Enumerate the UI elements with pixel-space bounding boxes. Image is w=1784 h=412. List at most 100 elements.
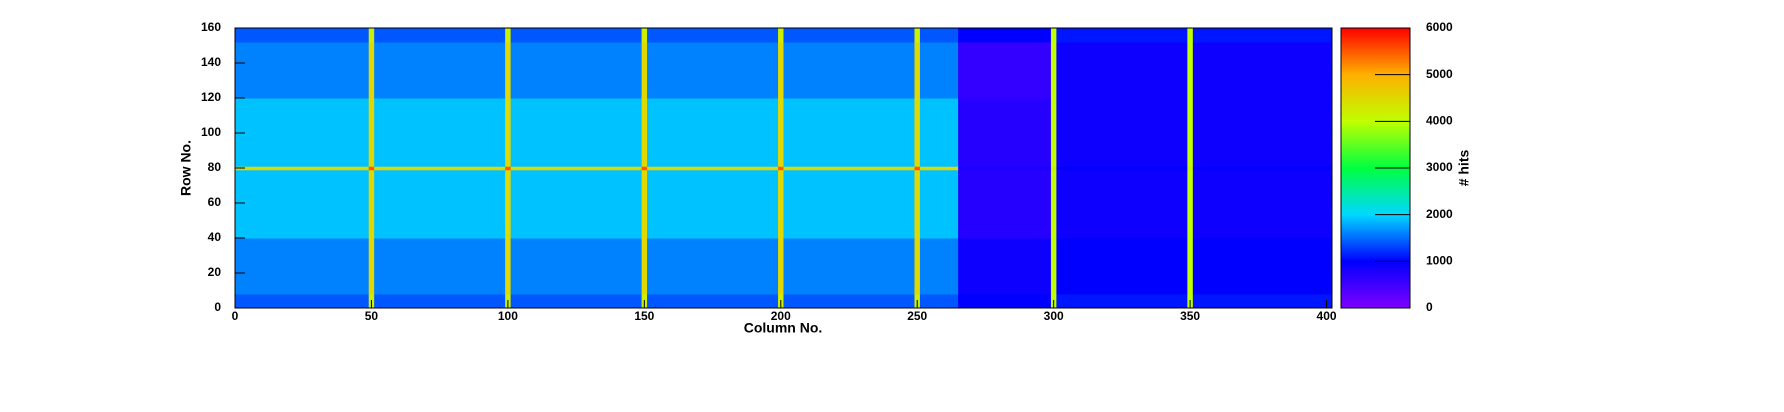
heatmap-cell [374,294,506,309]
y-tick-label: 100 [201,125,221,139]
y-tick-label: 40 [208,230,222,244]
heatmap-cell [368,238,375,295]
heatmap-cell [958,238,1052,295]
x-tick-label: 0 [232,309,239,323]
heatmap-cell [783,166,915,171]
x-tick-label: 250 [907,309,927,323]
heatmap-cell [1187,42,1194,99]
heatmap-cell [919,238,959,295]
heatmap-cell [1192,294,1333,309]
heatmap-cell [783,42,915,99]
heatmap-cell [1056,169,1188,239]
heatmap-cell [783,169,915,239]
colorbar-title: # hits [1456,150,1472,187]
heatmap-cell [778,169,784,239]
heatmap-cell [235,42,370,99]
heatmap-cell [510,238,643,295]
heatmap-cell [510,42,643,99]
colorbar-tick-label: 3000 [1426,160,1453,174]
heatmap-cell [958,98,1052,167]
heatmap-cell [1187,169,1194,239]
colorbar-tick-label: 1000 [1426,254,1453,268]
heatmap-cell [510,28,643,43]
heatmap-cell [510,166,643,171]
heatmap-cell [505,42,512,99]
heatmap-cell [374,42,506,99]
heatmap-cell [235,294,370,309]
heatmap-cell [783,98,915,167]
heatmap-cell [958,42,1052,99]
x-axis-title: Column No. [744,320,823,336]
heatmap-cell [783,294,915,309]
heatmap-cell [1192,98,1333,167]
heatmap-cell [505,28,512,43]
heatmap-cell [374,169,506,239]
heatmap-cell [1050,28,1057,43]
heatmap-cell [641,166,648,171]
heatmap-cell [914,28,921,43]
y-tick-label: 140 [201,55,221,69]
heatmap-cell [647,42,779,99]
heatmap-cell [1056,166,1188,171]
heatmap-cell [1192,238,1333,295]
heatmap-cell [374,28,506,43]
heatmap-cell [505,98,512,167]
x-tick-label: 150 [634,309,654,323]
heatmap-cell [368,28,375,43]
heatmap-cell [368,169,375,239]
heatmap-cell [919,169,959,239]
heatmap-cell [783,238,915,295]
heatmap-cell [919,294,959,309]
heatmap-cell [647,98,779,167]
heatmap-cell [235,169,370,239]
heatmap-cell [374,166,506,171]
heatmap-cell [641,98,648,167]
heatmap-cell [1056,98,1188,167]
heatmap-cell [235,238,370,295]
heatmap-cell [914,169,921,239]
heatmap-cell [368,42,375,99]
heatmap-cell [641,238,648,295]
heatmap-cell [1050,98,1057,167]
heatmap-cell [647,166,779,171]
heatmap-cell [647,238,779,295]
heatmap-cell [1187,238,1194,295]
heatmap-cell [1056,294,1188,309]
heatmap-cell [1050,238,1057,295]
heatmap-cell [1187,166,1194,171]
heatmap-cell [510,98,643,167]
y-axis-title: Row No. [178,140,194,196]
colorbar-tick-label: 6000 [1426,20,1453,34]
x-tick-label: 350 [1180,309,1200,323]
heatmap-cell [641,42,648,99]
heatmap-cell [647,294,779,309]
x-tick-label: 100 [498,309,518,323]
heatmap-cell [919,42,959,99]
heatmap-cell [374,238,506,295]
heatmap-cell [914,42,921,99]
heatmap-cell [1192,166,1333,171]
y-tick-label: 120 [201,90,221,104]
heatmap-cell [510,294,643,309]
heatmap-cell [235,166,370,171]
heatmap-cell [641,28,648,43]
x-tick-label: 300 [1044,309,1064,323]
colorbar-tick-label: 0 [1426,300,1433,314]
colorbar-tick-label: 4000 [1426,114,1453,128]
heatmap-cell [919,28,959,43]
colorbar-tick-label: 5000 [1426,67,1453,81]
heatmap-cell [368,98,375,167]
heatmap-cell [919,98,959,167]
heatmap-cell [958,28,1052,43]
heatmap-cell [778,98,784,167]
heatmap-cell [958,166,1052,171]
x-tick-label: 50 [365,309,379,323]
x-tick-label: 400 [1317,309,1337,323]
heatmap-cell [919,166,959,171]
heatmap-cell [1050,42,1057,99]
heatmap-cell [778,238,784,295]
heatmap-cell [374,98,506,167]
x-tick-label: 200 [771,309,791,323]
heatmap-cell [235,28,370,43]
